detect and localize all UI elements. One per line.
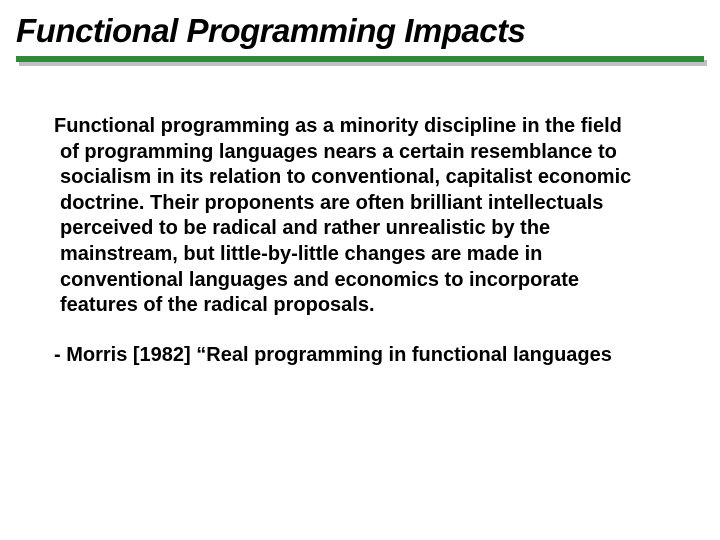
quote-block: Functional programming as a minority dis… — [54, 114, 644, 319]
title-rule — [16, 56, 704, 66]
quote-attribution: - Morris [1982] “Real programming in fun… — [54, 343, 644, 369]
title-rule-bar — [16, 56, 704, 62]
slide: Functional Programming Impacts Functiona… — [0, 0, 720, 540]
slide-body: Functional programming as a minority dis… — [54, 114, 644, 368]
slide-title: Functional Programming Impacts — [16, 12, 704, 50]
quote-text: Functional programming as a minority dis… — [54, 114, 644, 319]
